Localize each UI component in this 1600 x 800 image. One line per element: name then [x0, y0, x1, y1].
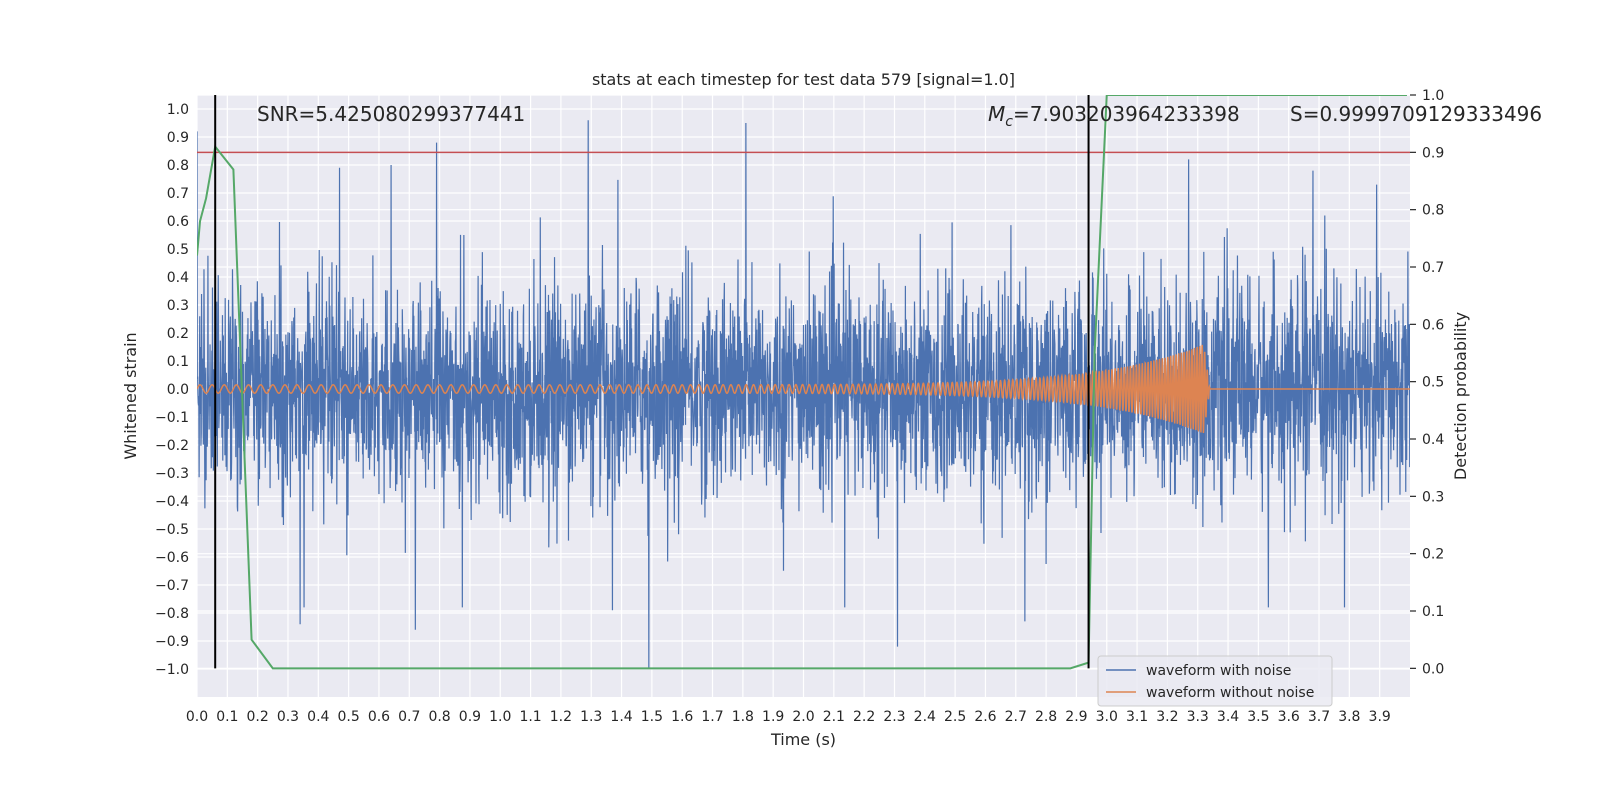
y2-tick-label: 0.2: [1422, 547, 1444, 563]
y-tick-label: 0.3: [167, 298, 189, 314]
y-tick-label: −0.6: [155, 550, 189, 566]
x-tick-label: 1.9: [762, 709, 784, 725]
x-tick-label: 2.8: [1035, 709, 1057, 725]
x-tick-label: 2.2: [853, 709, 875, 725]
score-annotation: S=0.9999709129333496: [1290, 102, 1542, 126]
x-tick-label: 0.4: [307, 709, 329, 725]
x-tick-label: 0.2: [247, 709, 269, 725]
y2-tick-label: 1.0: [1422, 88, 1444, 104]
x-tick-label: 1.7: [701, 709, 723, 725]
y-tick-label: −0.2: [155, 438, 189, 454]
x-tick-label: 1.0: [489, 709, 511, 725]
y-tick-label: 0.0: [167, 382, 189, 398]
x-tick-label: 1.2: [550, 709, 572, 725]
y2-tick-label: 0.9: [1422, 145, 1444, 161]
y-tick-label: −0.8: [155, 606, 189, 622]
clean-waveform-line: [197, 344, 1410, 434]
x-tick-label: 3.6: [1278, 709, 1300, 725]
x-axis-ticks: 0.0 0.1 0.2 0.3 0.4 0.5 0.6 0.7 0.8 0.9 1.0 1.1 1.2 1…: [186, 709, 1391, 725]
x-tick-label: 3.2: [1156, 709, 1178, 725]
x-tick-label: 0.9: [459, 709, 481, 725]
series-waveform-without-noise: [197, 344, 1410, 434]
y-tick-label: −0.5: [155, 522, 189, 538]
y-tick-label: −1.0: [155, 662, 189, 678]
x-tick-label: 0.5: [337, 709, 359, 725]
x-tick-label: 3.8: [1338, 709, 1360, 725]
x-tick-label: 3.1: [1126, 709, 1148, 725]
y2-axis-ticks: 1.0 0.9 0.8 0.7 0.6 0.5 0.4 0.3 0.2 0.1 0.0: [1410, 88, 1444, 677]
x-tick-label: 2.5: [944, 709, 966, 725]
x-tick-label: 1.1: [519, 709, 541, 725]
probability-line: [197, 95, 1407, 670]
x-tick-label: 3.7: [1308, 709, 1330, 725]
x-tick-label: 3.5: [1247, 709, 1269, 725]
legend-label-clean: waveform without noise: [1146, 685, 1314, 701]
y-tick-label: −0.4: [155, 494, 189, 510]
x-axis-label: Time (s): [770, 730, 836, 749]
y-tick-label: 0.8: [167, 158, 189, 174]
x-tick-label: 2.4: [914, 709, 936, 725]
x-tick-label: 1.3: [580, 709, 602, 725]
legend-label-noise: waveform with noise: [1146, 663, 1291, 679]
y-tick-label: −0.1: [155, 410, 189, 426]
y-tick-label: 0.1: [167, 354, 189, 370]
x-tick-label: 0.7: [398, 709, 420, 725]
chirp-mass-subscript: c: [1005, 114, 1013, 130]
x-tick-label: 2.3: [883, 709, 905, 725]
y-tick-label: 1.0: [167, 102, 189, 118]
x-tick-label: 1.5: [641, 709, 663, 725]
legend-box: [1097, 655, 1333, 707]
y2-tick-label: 0.0: [1422, 661, 1444, 677]
chart-title: stats at each timestep for test data 579…: [592, 70, 1015, 89]
x-tick-label: 3.9: [1369, 709, 1391, 725]
y-tick-label: 0.5: [167, 242, 189, 258]
y-axis-label: Whitened strain: [121, 332, 140, 459]
y-tick-label: 0.6: [167, 214, 189, 230]
y2-axis-label: Detection probability: [1451, 312, 1470, 480]
x-tick-label: 3.3: [1187, 709, 1209, 725]
x-tick-label: 0.6: [368, 709, 390, 725]
x-tick-label: 1.6: [671, 709, 693, 725]
x-tick-label: 2.6: [974, 709, 996, 725]
y2-tick-label: 0.7: [1422, 260, 1444, 276]
chirp-mass-symbol: M: [988, 102, 1005, 126]
x-tick-label: 0.1: [216, 709, 238, 725]
x-tick-label: 1.8: [732, 709, 754, 725]
x-tick-label: 2.0: [792, 709, 814, 725]
series-detection-probability: [197, 95, 1407, 670]
chirp-mass-value: =7.903203964233398: [1013, 102, 1240, 126]
chirp-mass-annotation: Mc=7.903203964233398: [988, 102, 1240, 130]
x-tick-label: 0.8: [428, 709, 450, 725]
y2-tick-label: 0.4: [1422, 432, 1444, 448]
y-axis-ticks: 1.0 0.9 0.8 0.7 0.6 0.5 0.4 0.3 0.2 0.1 0.0 −0.1 −0.…: [155, 102, 189, 678]
y2-tick-label: 0.5: [1422, 375, 1444, 391]
x-tick-label: 2.1: [823, 709, 845, 725]
y-tick-label: −0.7: [155, 578, 189, 594]
y2-tick-label: 0.1: [1422, 604, 1444, 620]
y-tick-label: 0.7: [167, 186, 189, 202]
x-tick-label: 2.7: [1005, 709, 1027, 725]
y-tick-label: 0.2: [167, 326, 189, 342]
y-tick-label: 0.9: [167, 130, 189, 146]
legend: waveform with noise waveform without noi…: [1097, 655, 1333, 707]
y-tick-label: −0.3: [155, 466, 189, 482]
x-tick-label: 0.0: [186, 709, 208, 725]
y-tick-label: −0.9: [155, 634, 189, 650]
y-tick-label: 0.4: [167, 270, 189, 286]
x-tick-label: 3.0: [1096, 709, 1118, 725]
vertical-markers: [214, 95, 1090, 669]
y2-tick-label: 0.6: [1422, 317, 1444, 333]
x-tick-label: 3.4: [1217, 709, 1239, 725]
x-tick-label: 1.4: [610, 709, 632, 725]
y2-tick-label: 0.3: [1422, 489, 1444, 505]
x-tick-label: 0.3: [277, 709, 299, 725]
y2-tick-label: 0.8: [1422, 203, 1444, 219]
noise-waveform-line: [197, 120, 1410, 670]
x-tick-label: 2.9: [1065, 709, 1087, 725]
series-waveform-with-noise: [197, 120, 1410, 670]
snr-annotation: SNR=5.425080299377441: [257, 102, 525, 126]
